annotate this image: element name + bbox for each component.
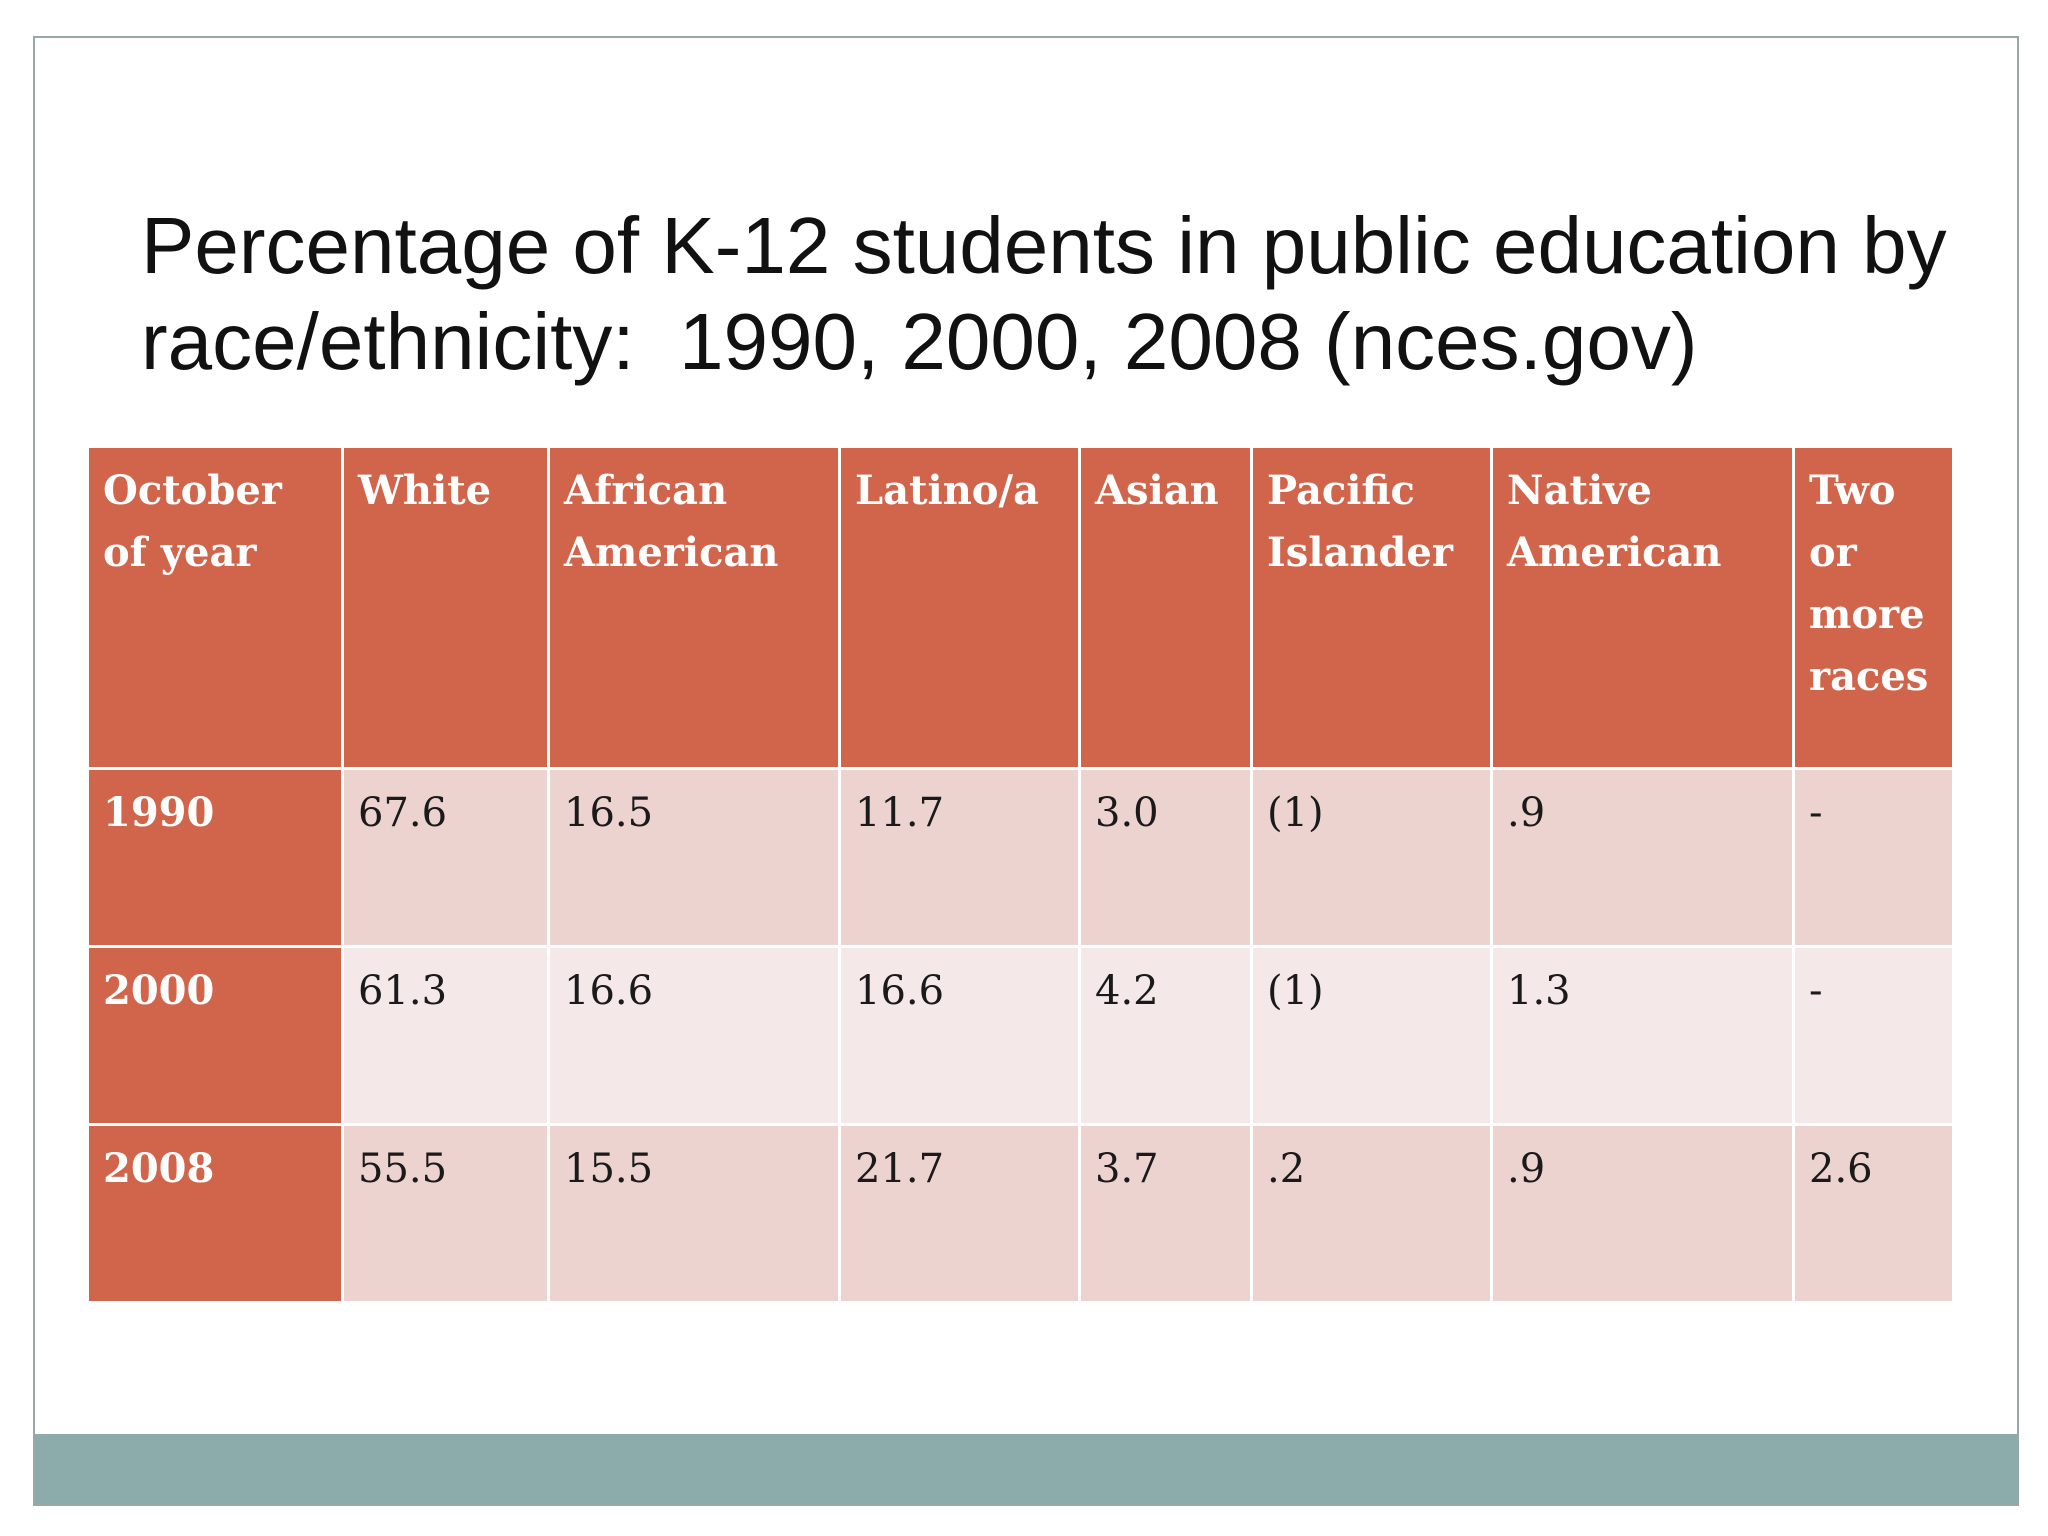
table-cell: 3.7 [1078, 1123, 1253, 1304]
header-two-or-more-races: Two or more races [1792, 445, 1955, 770]
slide-title-line-2: race/ethnicity: 1990, 2000, 2008 (nces.g… [141, 297, 1698, 386]
table-cell: .9 [1490, 1123, 1795, 1304]
data-table: October of year White African American L… [86, 445, 1955, 1304]
row-year: 2000 [86, 945, 344, 1126]
table-row: 1990 67.6 16.5 11.7 3.0 (1) .9 - [86, 767, 1955, 948]
table-cell: 55.5 [341, 1123, 550, 1304]
table-cell: .2 [1250, 1123, 1493, 1304]
table-cell: 16.5 [547, 767, 841, 948]
header-native-american: Native American [1490, 445, 1795, 770]
table-cell: 3.0 [1078, 767, 1253, 948]
header-latino-a: Latino/a [838, 445, 1081, 770]
row-year: 1990 [86, 767, 344, 948]
table-cell: 2.6 [1792, 1123, 1955, 1304]
row-year: 2008 [86, 1123, 344, 1304]
table-row: 2008 55.5 15.5 21.7 3.7 .2 .9 2.6 [86, 1123, 1955, 1304]
table-cell: 21.7 [838, 1123, 1081, 1304]
header-asian: Asian [1078, 445, 1253, 770]
header-white: White [341, 445, 550, 770]
slide-title-line-1: Percentage of K-12 students in public ed… [141, 201, 1947, 290]
header-african-american: African American [547, 445, 841, 770]
table-row: 2000 61.3 16.6 16.6 4.2 (1) 1.3 - [86, 945, 1955, 1126]
table-cell: 15.5 [547, 1123, 841, 1304]
table-cell: 61.3 [341, 945, 550, 1126]
table-cell: - [1792, 945, 1955, 1126]
table-cell: (1) [1250, 767, 1493, 948]
table-cell: - [1792, 767, 1955, 948]
table-cell: 16.6 [838, 945, 1081, 1126]
table-cell: 11.7 [838, 767, 1081, 948]
table-header-row: October of year White African American L… [86, 445, 1955, 770]
header-october-of-year: October of year [86, 445, 344, 770]
table-cell: (1) [1250, 945, 1493, 1126]
table-cell: 16.6 [547, 945, 841, 1126]
footer-bar [35, 1434, 2017, 1504]
table-cell: .9 [1490, 767, 1795, 948]
table-cell: 4.2 [1078, 945, 1253, 1126]
header-pacific-islander: Pacific Islander [1250, 445, 1493, 770]
table-cell: 1.3 [1490, 945, 1795, 1126]
slide-title: Percentage of K-12 students in public ed… [141, 198, 2021, 390]
table-cell: 67.6 [341, 767, 550, 948]
